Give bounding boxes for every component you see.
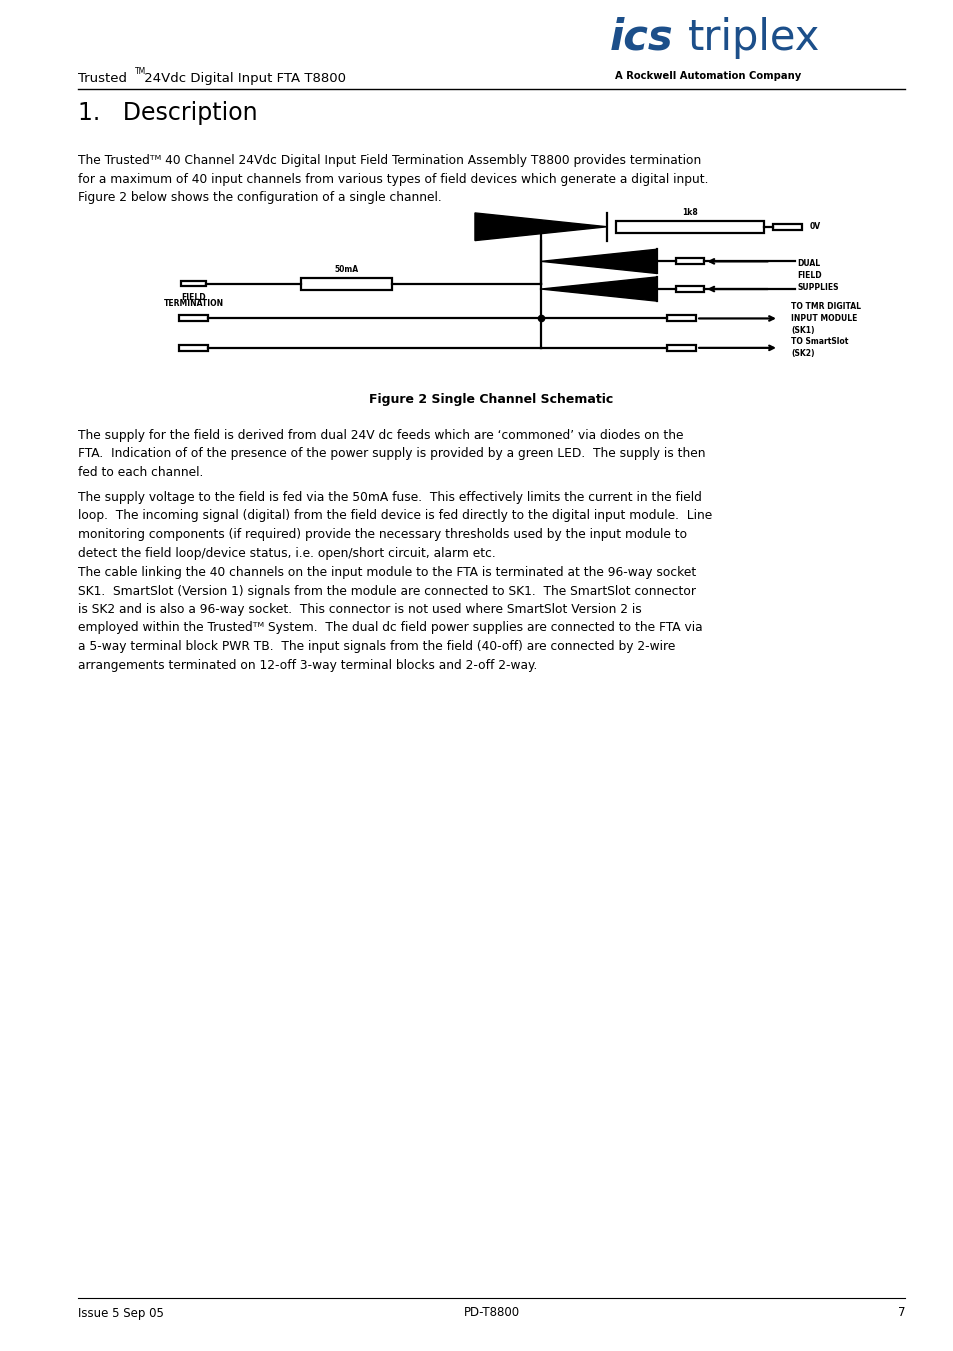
Text: 1.   Description: 1. Description [78,101,257,126]
Text: 7: 7 [897,1306,904,1320]
Bar [301,278,392,290]
Text: ics: ics [609,18,673,59]
Text: DUAL
FIELD
SUPPLIES: DUAL FIELD SUPPLIES [797,259,838,292]
Text: The supply for the field is derived from dual 24V dc feeds which are ‘commoned’ : The supply for the field is derived from… [78,430,705,480]
Text: PD-T8800: PD-T8800 [463,1306,519,1320]
Text: TM: TM [134,68,146,77]
Text: TO SmartSlot
(SK2): TO SmartSlot (SK2) [790,338,848,358]
Text: Figure 2 Single Channel Schematic: Figure 2 Single Channel Schematic [369,393,613,405]
Bar [772,224,801,230]
Text: TERMINATION: TERMINATION [164,299,224,308]
Text: The supply voltage to the field is fed via the 50mA fuse.  This effectively limi: The supply voltage to the field is fed v… [78,490,712,559]
Text: TO TMR DIGITAL
INPUT MODULE
(SK1): TO TMR DIGITAL INPUT MODULE (SK1) [790,303,861,335]
Text: Trusted: Trusted [78,72,127,85]
Polygon shape [475,213,607,240]
Text: 0V: 0V [809,223,821,231]
Text: 24Vdc Digital Input FTA T8800: 24Vdc Digital Input FTA T8800 [140,72,346,85]
Bar [179,315,208,322]
Text: FIELD: FIELD [181,293,206,303]
Bar [675,286,703,292]
Text: Issue 5 Sep 05: Issue 5 Sep 05 [78,1306,164,1320]
Text: The cable linking the 40 channels on the input module to the FTA is terminated a: The cable linking the 40 channels on the… [78,566,702,671]
Bar [615,220,763,232]
Bar [179,345,208,351]
Text: The Trustedᵀᴹ 40 Channel 24Vdc Digital Input Field Termination Assembly T8800 pr: The Trustedᵀᴹ 40 Channel 24Vdc Digital I… [78,154,708,204]
Polygon shape [540,249,657,273]
Bar [666,315,696,322]
Text: 50mA: 50mA [335,265,358,274]
Bar [675,258,703,265]
Text: 1k8: 1k8 [681,208,698,218]
Bar [181,281,206,286]
Text: triplex: triplex [687,18,820,59]
Bar [666,345,696,351]
Text: A Rockwell Automation Company: A Rockwell Automation Company [615,72,801,81]
Polygon shape [540,277,657,301]
